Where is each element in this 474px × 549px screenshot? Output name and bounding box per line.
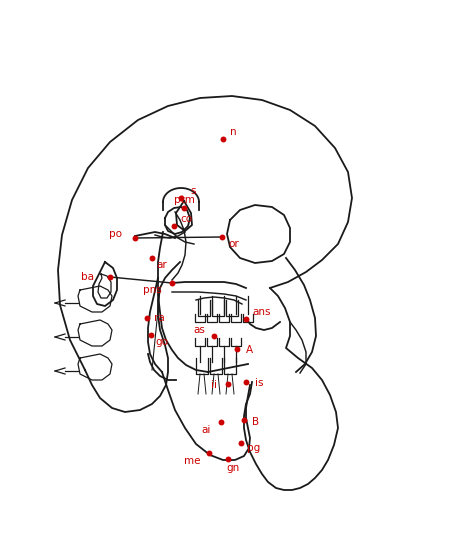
Point — [240, 416, 248, 424]
Point — [205, 449, 213, 457]
Text: A: A — [246, 345, 253, 355]
Point — [106, 273, 114, 282]
Text: ra: ra — [154, 313, 164, 323]
Text: is: is — [255, 378, 263, 388]
Text: po: po — [109, 229, 122, 239]
Point — [177, 194, 185, 203]
Text: pg: pg — [247, 443, 261, 453]
Text: ba: ba — [82, 272, 94, 282]
Text: ii: ii — [211, 380, 217, 390]
Point — [170, 222, 178, 231]
Point — [168, 278, 176, 287]
Point — [180, 204, 188, 212]
Text: B: B — [253, 417, 260, 427]
Point — [217, 418, 225, 427]
Point — [242, 315, 250, 323]
Point — [219, 135, 227, 143]
Text: co: co — [180, 214, 192, 224]
Point — [148, 254, 156, 262]
Point — [233, 345, 241, 354]
Text: n: n — [230, 127, 237, 137]
Point — [237, 439, 245, 447]
Text: me: me — [184, 456, 200, 466]
Point — [147, 330, 155, 339]
Point — [242, 378, 250, 386]
Point — [143, 313, 151, 322]
Point — [224, 455, 232, 463]
Text: ptm: ptm — [173, 195, 194, 205]
Point — [210, 332, 218, 340]
Point — [131, 234, 139, 243]
Text: ans: ans — [253, 307, 271, 317]
Point — [218, 233, 226, 242]
Text: pns: pns — [143, 285, 161, 295]
Text: s: s — [190, 186, 196, 196]
Text: as: as — [193, 325, 205, 335]
Text: go: go — [155, 337, 168, 347]
Point — [224, 379, 232, 388]
Text: or: or — [228, 239, 239, 249]
Text: ar: ar — [156, 260, 167, 270]
Text: gn: gn — [227, 463, 240, 473]
Text: ai: ai — [201, 425, 210, 435]
